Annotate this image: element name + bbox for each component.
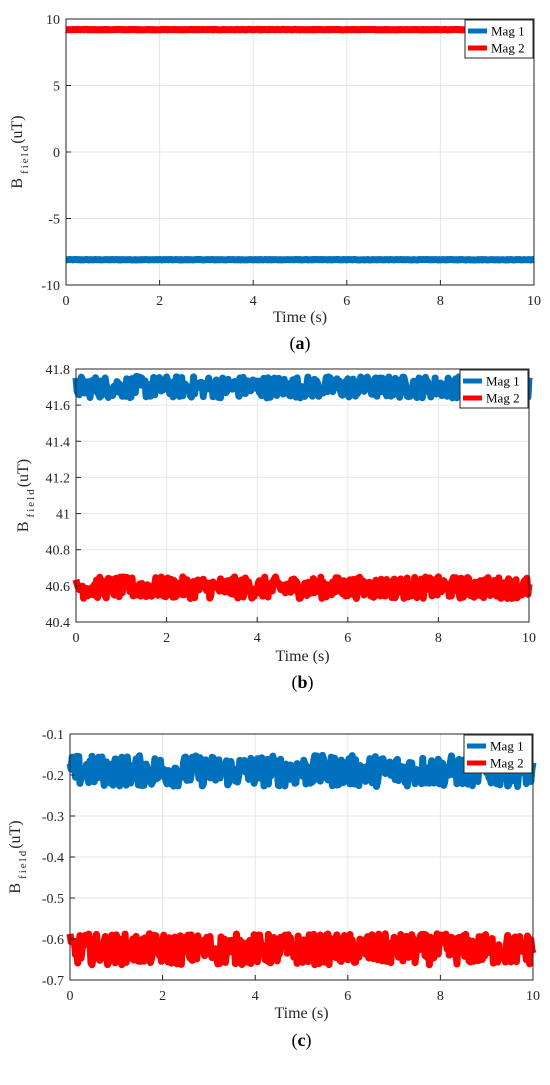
chart-panel-c: 0 2 4 6 8 10 -0.7 -0.6 -0.5 -0.4 -0.3 -0.2 -0.1 Time …	[7, 728, 540, 1051]
x-tick-label: 0	[63, 294, 70, 309]
series-line-mag-2	[66, 930, 537, 969]
panel-caption: (a)	[290, 333, 311, 354]
y-axis-label: B field(uT)	[15, 459, 37, 532]
panel-caption: (c)	[292, 1030, 312, 1051]
y-tick-label: 40.8	[46, 544, 71, 559]
series-line-mag-1	[66, 751, 537, 790]
legend: Mag 1 Mag 2	[464, 19, 534, 59]
y-tick-label: -0.4	[42, 851, 64, 866]
x-axis-label: Time (s)	[274, 1005, 328, 1022]
y-axis-label: B field(uT)	[7, 820, 29, 893]
legend-label-mag-1: Mag 1	[490, 739, 524, 754]
y-tick-label: -5	[48, 213, 60, 228]
x-tick-label: 8	[435, 631, 442, 646]
x-tick-label: 2	[159, 989, 166, 1004]
legend-label-mag-2: Mag 2	[486, 391, 520, 406]
x-tick-label: 0	[67, 989, 74, 1004]
y-tick-label: -10	[41, 279, 60, 294]
legend-label-mag-2: Mag 2	[491, 41, 525, 56]
x-tick-label: 0	[73, 631, 80, 646]
plot-frame	[75, 368, 530, 623]
chart-panel-a: 0 2 4 6 8 10 -10 -5 0 5 10 Time (s) B field(uT) Mag 1…	[9, 13, 541, 354]
x-tick-label: 4	[254, 631, 261, 646]
x-tick-label: 10	[522, 631, 536, 646]
x-tick-label: 10	[526, 989, 540, 1004]
series-line-mag-1	[63, 255, 537, 264]
y-tick-label: 40.6	[46, 580, 71, 595]
legend-box	[463, 734, 533, 774]
x-tick-label: 4	[252, 989, 259, 1004]
legend: Mag 1 Mag 2	[463, 734, 533, 774]
series-line-mag-1	[72, 372, 533, 402]
legend-label-mag-1: Mag 1	[491, 24, 525, 39]
x-tick-label: 6	[344, 631, 351, 646]
legend-box	[464, 19, 534, 59]
panel-caption: (b)	[291, 672, 313, 693]
y-tick-label: 41	[56, 508, 70, 523]
y-tick-label: 0	[53, 146, 60, 161]
x-tick-label: 8	[437, 294, 444, 309]
y-tick-label: 5	[53, 80, 60, 95]
y-tick-label: 40.4	[46, 616, 71, 631]
x-tick-label: 6	[344, 989, 351, 1004]
x-tick-label: 6	[343, 294, 350, 309]
y-tick-label: 41.4	[46, 435, 71, 450]
y-tick-label: -0.3	[42, 810, 64, 825]
legend: Mag 1 Mag 2	[459, 369, 529, 409]
y-tick-label: 41.6	[46, 399, 71, 414]
y-tick-label: -0.2	[42, 769, 64, 784]
x-axis-label: Time (s)	[273, 309, 327, 326]
y-tick-label: -0.1	[42, 728, 64, 743]
x-axis-label: Time (s)	[275, 648, 329, 665]
x-tick-label: 4	[250, 294, 257, 309]
y-tick-label: -0.7	[42, 974, 64, 989]
x-tick-label: 2	[163, 631, 170, 646]
legend-label-mag-2: Mag 2	[490, 756, 524, 771]
x-tick-label: 8	[437, 989, 444, 1004]
x-tick-label: 2	[156, 294, 163, 309]
y-tick-label: 41.2	[46, 471, 71, 486]
y-tick-label: 41.8	[46, 363, 71, 378]
y-tick-label: -0.6	[42, 933, 64, 948]
chart-panel-b: 0 2 4 6 8 10 40.4 40.6 40.8 41 41.2 41.4 41.6 41.8 Tim…	[15, 363, 536, 693]
legend-label-mag-1: Mag 1	[486, 374, 520, 389]
y-tick-label: -0.5	[42, 892, 64, 907]
legend-box	[459, 369, 529, 409]
series-line-mag-2	[72, 573, 533, 602]
y-axis-label: B field(uT)	[9, 115, 31, 188]
series-line-mag-2	[63, 25, 537, 34]
y-tick-label: 10	[46, 13, 60, 28]
x-tick-label: 10	[527, 294, 541, 309]
